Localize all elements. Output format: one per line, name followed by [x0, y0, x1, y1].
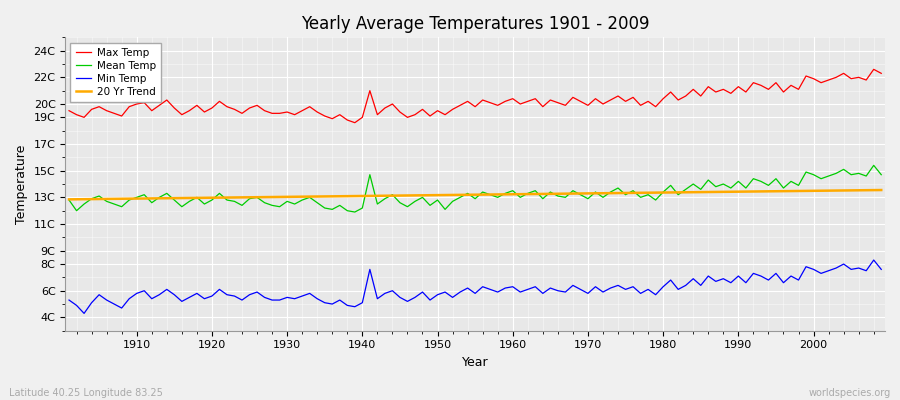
- Mean Temp: [868, 163, 879, 168]
- Mean Temp: [124, 198, 135, 202]
- Max Temp: [289, 112, 300, 117]
- Line: Max Temp: Max Temp: [69, 69, 881, 123]
- Min Temp: [342, 303, 353, 308]
- Mean Temp: [515, 195, 526, 200]
- Title: Yearly Average Temperatures 1901 - 2009: Yearly Average Temperatures 1901 - 2009: [301, 15, 650, 33]
- Mean Temp: [605, 190, 616, 194]
- Mean Temp: [289, 202, 300, 206]
- Max Temp: [868, 67, 879, 72]
- Min Temp: [297, 294, 308, 298]
- Mean Temp: [349, 210, 360, 214]
- Max Temp: [515, 102, 526, 106]
- Y-axis label: Temperature: Temperature: [15, 144, 28, 224]
- Max Temp: [64, 108, 75, 113]
- Max Temp: [124, 104, 135, 109]
- Line: Mean Temp: Mean Temp: [69, 165, 881, 212]
- Max Temp: [876, 71, 886, 76]
- Min Temp: [131, 291, 142, 296]
- Text: Latitude 40.25 Longitude 83.25: Latitude 40.25 Longitude 83.25: [9, 388, 163, 398]
- Text: worldspecies.org: worldspecies.org: [809, 388, 891, 398]
- Legend: Max Temp, Mean Temp, Min Temp, 20 Yr Trend: Max Temp, Mean Temp, Min Temp, 20 Yr Tre…: [70, 42, 161, 102]
- Max Temp: [349, 120, 360, 125]
- Mean Temp: [335, 203, 346, 208]
- Mean Temp: [876, 172, 886, 177]
- Mean Temp: [508, 188, 518, 193]
- Min Temp: [876, 267, 886, 272]
- Min Temp: [78, 311, 89, 316]
- Min Temp: [605, 286, 616, 290]
- Max Temp: [335, 112, 346, 117]
- Max Temp: [508, 96, 518, 101]
- Min Temp: [515, 290, 526, 294]
- X-axis label: Year: Year: [462, 356, 489, 369]
- Line: Min Temp: Min Temp: [69, 260, 881, 313]
- Mean Temp: [64, 198, 75, 202]
- Min Temp: [508, 284, 518, 289]
- Max Temp: [605, 98, 616, 102]
- Min Temp: [868, 258, 879, 262]
- Min Temp: [64, 298, 75, 302]
